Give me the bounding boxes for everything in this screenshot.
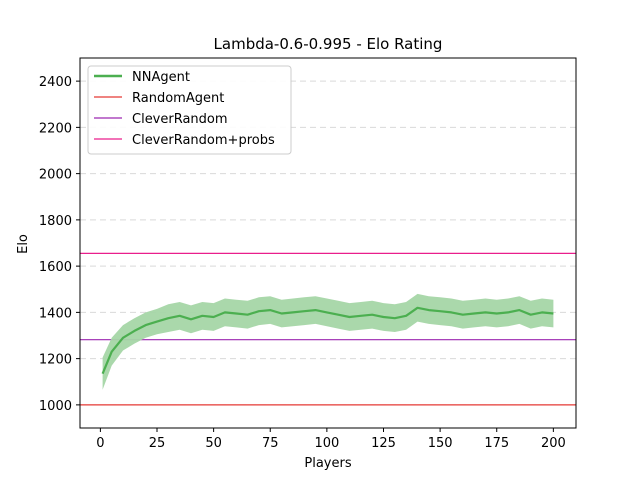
x-tick-label: 100 — [314, 436, 339, 451]
legend: NNAgent RandomAgent CleverRandom CleverRand… — [87, 65, 292, 155]
nnagent-line — [101, 306, 554, 375]
chart-title: Lambda-0.6-0.995 - Elo Rating — [214, 35, 443, 53]
x-axis-label: Players — [304, 456, 351, 471]
y-tick-label: 1000 — [39, 399, 72, 414]
x-tick-label: 175 — [484, 436, 509, 451]
x-tick-label: 0 — [96, 436, 104, 451]
y-tick-label: 1400 — [39, 306, 72, 321]
x-tick-label: 50 — [205, 436, 222, 451]
x-tick-label: 25 — [149, 436, 166, 451]
axes-frame — [79, 57, 577, 429]
y-tick-label: 1600 — [39, 260, 72, 275]
y-tick-label: 2000 — [39, 168, 72, 183]
nnagent-confidence-band — [102, 293, 554, 390]
x-tick-label: 200 — [541, 436, 566, 451]
x-tick-label: 75 — [262, 436, 279, 451]
y-tick-label: 1200 — [39, 353, 72, 368]
plot-area: 0 25 50 75 100 125 150 175 200 1000 1200 1400 1600 18… — [39, 57, 577, 451]
legend-label-randomagent: RandomAgent — [132, 91, 224, 106]
legend-label-cleverrandom-probs: CleverRandom+probs — [132, 133, 275, 148]
y-tick-label: 1800 — [39, 214, 72, 229]
y-axis-label: Elo — [16, 234, 31, 254]
legend-label-nnagent: NNAgent — [132, 70, 190, 85]
x-tick-label: 125 — [371, 436, 396, 451]
y-tick-label: 2200 — [39, 121, 72, 136]
y-tick-label: 2400 — [39, 75, 72, 90]
x-tick-label: 150 — [428, 436, 453, 451]
legend-box — [87, 65, 292, 155]
legend-label-cleverrandom: CleverRandom — [132, 112, 228, 127]
